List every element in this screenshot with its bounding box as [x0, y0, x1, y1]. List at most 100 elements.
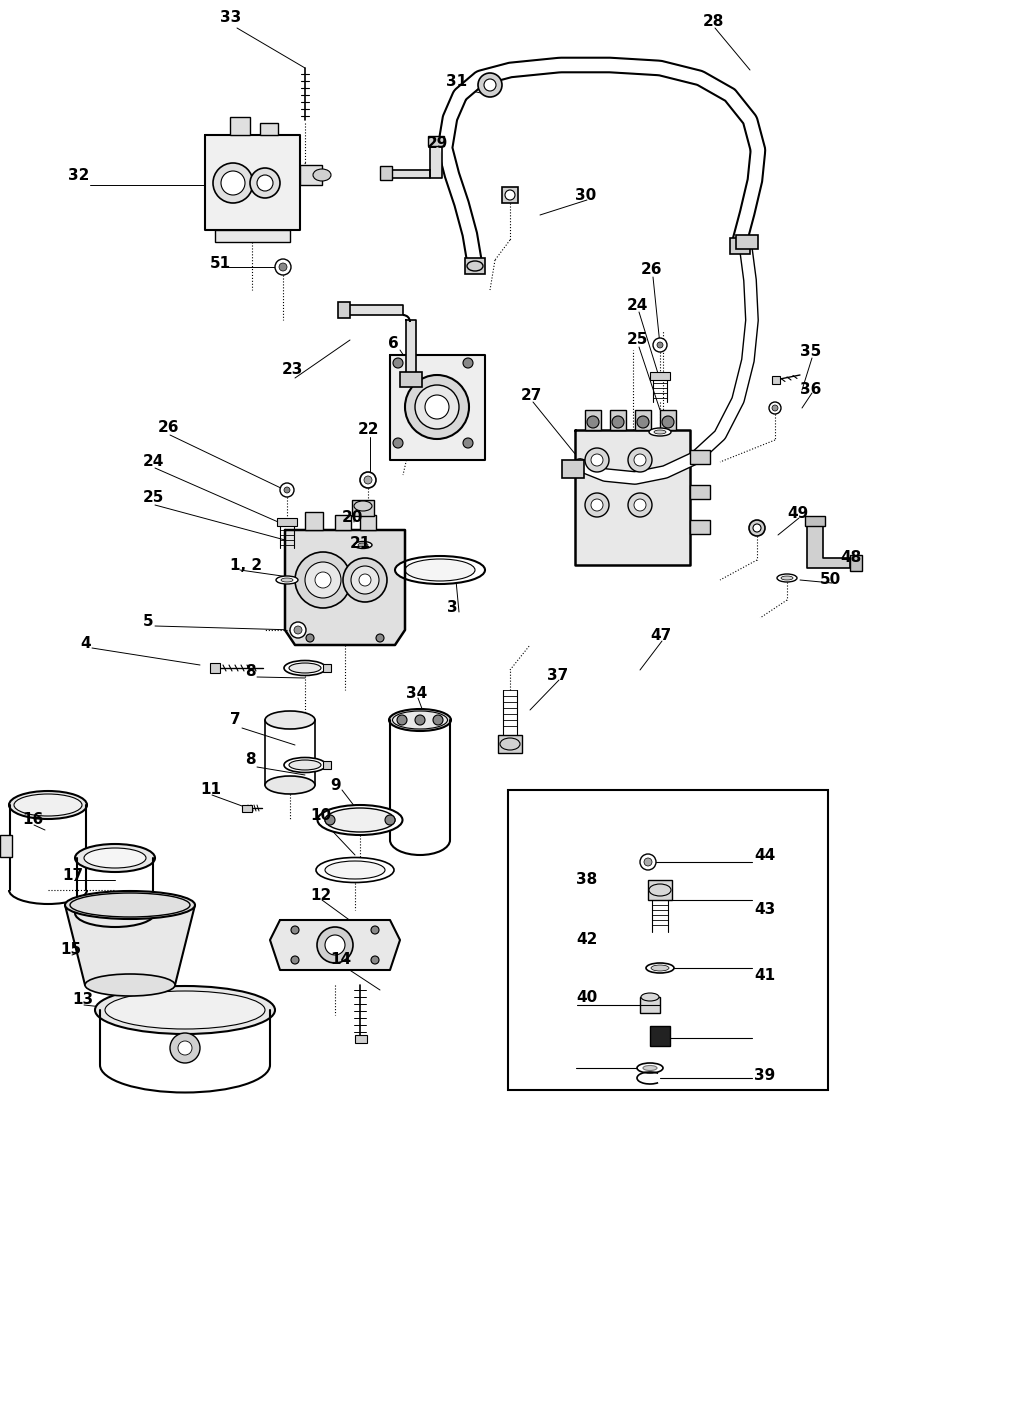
Bar	[428, 136, 444, 146]
Circle shape	[351, 566, 379, 595]
Ellipse shape	[105, 990, 265, 1029]
Circle shape	[290, 622, 306, 639]
Circle shape	[343, 558, 387, 602]
Bar	[0, 834, 12, 857]
Text: 40: 40	[576, 990, 597, 1006]
Ellipse shape	[354, 501, 372, 511]
Circle shape	[415, 385, 459, 429]
Text: 37: 37	[547, 668, 568, 684]
Ellipse shape	[284, 660, 326, 675]
Text: 38: 38	[576, 871, 597, 887]
Text: 21: 21	[350, 535, 371, 551]
Circle shape	[371, 927, 379, 934]
Bar	[338, 302, 350, 318]
Text: 51: 51	[210, 255, 231, 271]
Ellipse shape	[654, 430, 666, 434]
Text: 11: 11	[200, 782, 221, 797]
Text: 50: 50	[820, 572, 841, 587]
Circle shape	[484, 79, 496, 91]
Text: 14: 14	[330, 952, 352, 968]
Circle shape	[587, 416, 599, 429]
Bar	[355, 1034, 367, 1043]
Text: 44: 44	[754, 847, 775, 863]
Bar	[635, 410, 651, 430]
Bar	[335, 515, 351, 531]
Polygon shape	[575, 430, 690, 565]
Text: 31: 31	[446, 75, 467, 89]
Circle shape	[325, 815, 335, 824]
Text: 42: 42	[576, 931, 597, 946]
Text: 24: 24	[143, 454, 165, 470]
Bar	[230, 116, 250, 135]
Polygon shape	[390, 355, 485, 460]
Circle shape	[769, 402, 781, 414]
Text: 13: 13	[72, 992, 93, 1007]
Circle shape	[415, 715, 425, 725]
Ellipse shape	[265, 711, 315, 729]
Circle shape	[393, 358, 403, 368]
Circle shape	[637, 416, 649, 429]
Circle shape	[612, 416, 624, 429]
Circle shape	[376, 634, 384, 641]
Ellipse shape	[389, 710, 451, 731]
Circle shape	[280, 482, 294, 497]
Text: 12: 12	[310, 887, 331, 902]
Bar	[731, 238, 750, 254]
Bar	[498, 735, 522, 753]
Bar	[690, 450, 710, 464]
Circle shape	[275, 260, 291, 275]
Circle shape	[628, 492, 652, 517]
Circle shape	[360, 473, 376, 488]
Text: 15: 15	[60, 942, 81, 958]
Ellipse shape	[281, 578, 293, 582]
Circle shape	[628, 448, 652, 473]
Ellipse shape	[265, 776, 315, 795]
Circle shape	[634, 499, 646, 511]
Bar	[352, 499, 374, 517]
Text: 29: 29	[427, 135, 448, 150]
Text: 28: 28	[703, 14, 724, 30]
Text: 36: 36	[800, 383, 821, 397]
Circle shape	[463, 358, 473, 368]
Circle shape	[478, 72, 502, 96]
Circle shape	[385, 815, 395, 824]
Circle shape	[371, 956, 379, 964]
Text: 8: 8	[245, 752, 256, 768]
Bar	[805, 517, 825, 526]
Polygon shape	[285, 531, 405, 646]
Ellipse shape	[781, 576, 793, 580]
Circle shape	[359, 575, 371, 586]
Circle shape	[772, 404, 778, 412]
Ellipse shape	[289, 761, 321, 771]
Bar	[277, 518, 297, 526]
Ellipse shape	[646, 964, 674, 973]
Ellipse shape	[649, 429, 671, 436]
Ellipse shape	[392, 711, 447, 729]
Circle shape	[284, 487, 290, 492]
Circle shape	[657, 342, 663, 348]
Ellipse shape	[325, 807, 395, 832]
Bar	[323, 761, 331, 769]
Circle shape	[463, 438, 473, 448]
Ellipse shape	[395, 556, 485, 585]
Ellipse shape	[325, 861, 385, 878]
Circle shape	[364, 475, 372, 484]
Ellipse shape	[777, 575, 797, 582]
Circle shape	[317, 927, 353, 964]
Ellipse shape	[354, 542, 372, 549]
Bar	[502, 187, 518, 203]
Circle shape	[221, 172, 245, 194]
Text: 26: 26	[641, 263, 662, 278]
Circle shape	[325, 935, 345, 955]
Text: 5: 5	[143, 613, 153, 629]
Circle shape	[749, 519, 765, 536]
Polygon shape	[348, 305, 403, 315]
Circle shape	[634, 454, 646, 465]
Circle shape	[294, 626, 302, 634]
Bar	[690, 519, 710, 534]
Circle shape	[425, 394, 449, 419]
Circle shape	[291, 956, 299, 964]
Text: 34: 34	[406, 685, 428, 701]
Bar	[508, 790, 828, 1090]
Text: 9: 9	[330, 778, 340, 792]
